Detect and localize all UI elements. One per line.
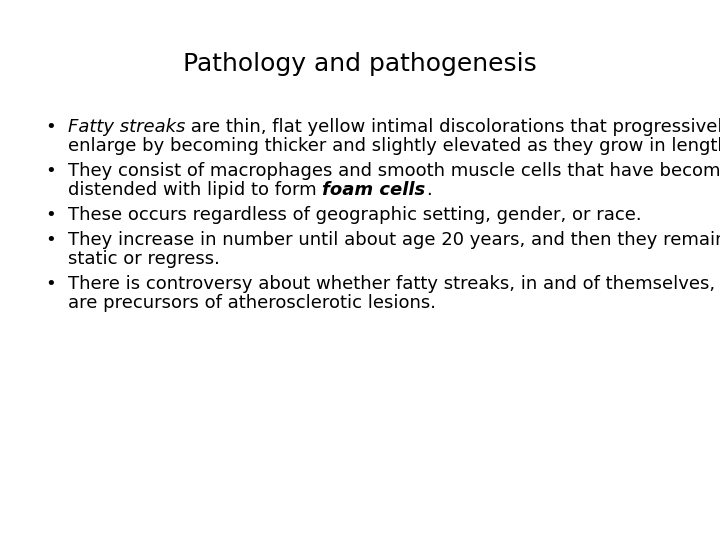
Text: •: • [45,231,55,249]
Text: distended with lipid to form: distended with lipid to form [68,181,323,199]
Text: They consist of macrophages and smooth muscle cells that have become: They consist of macrophages and smooth m… [68,162,720,180]
Text: There is controversy about whether fatty streaks, in and of themselves,: There is controversy about whether fatty… [68,275,715,293]
Text: enlarge by becoming thicker and slightly elevated as they grow in length.: enlarge by becoming thicker and slightly… [68,137,720,155]
Text: They increase in number until about age 20 years, and then they remain: They increase in number until about age … [68,231,720,249]
Text: static or regress.: static or regress. [68,250,220,268]
Text: These occurs regardless of geographic setting, gender, or race.: These occurs regardless of geographic se… [68,206,642,224]
Text: Pathology and pathogenesis: Pathology and pathogenesis [183,52,537,76]
Text: •: • [45,118,55,136]
Text: .: . [426,181,431,199]
Text: •: • [45,275,55,293]
Text: are precursors of atherosclerotic lesions.: are precursors of atherosclerotic lesion… [68,294,436,312]
Text: foam cells: foam cells [323,181,426,199]
Text: Fatty streaks: Fatty streaks [68,118,185,136]
Text: •: • [45,162,55,180]
Text: are thin, flat yellow intimal discolorations that progressively: are thin, flat yellow intimal discolorat… [185,118,720,136]
Text: •: • [45,206,55,224]
